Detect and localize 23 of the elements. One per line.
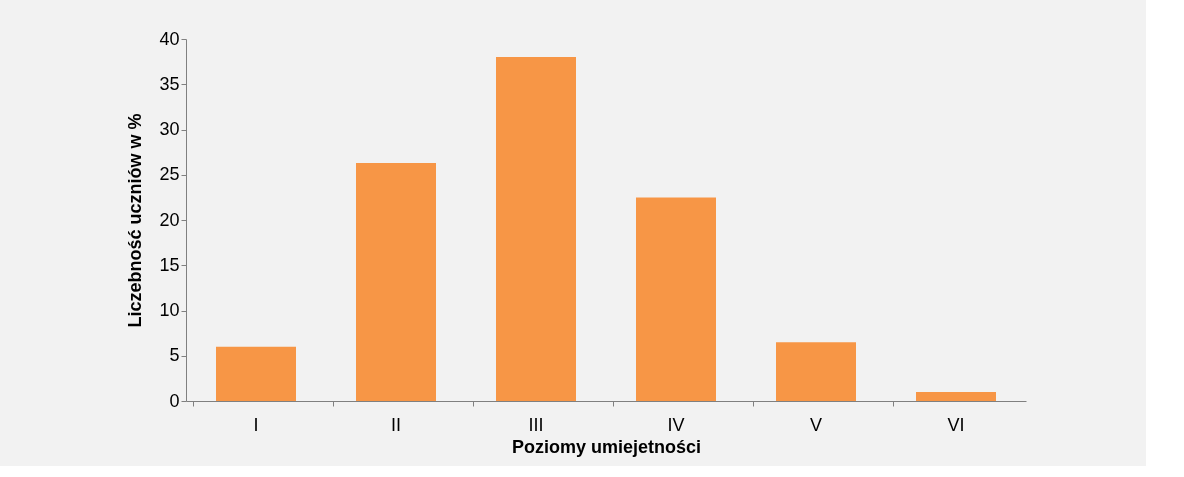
y-tick-label: 15	[159, 254, 180, 275]
bar	[776, 342, 856, 401]
x-tick-label: VI	[947, 414, 965, 435]
y-tick-label: 5	[169, 345, 180, 366]
x-tick-label: IV	[667, 414, 685, 435]
bar	[216, 346, 296, 401]
y-tick-label: 20	[159, 209, 180, 230]
x-tick-label: I	[253, 414, 259, 435]
x-tick-label: II	[390, 414, 402, 435]
bar	[916, 391, 996, 401]
x-tick-label: III	[528, 414, 544, 435]
x-axis-title: Poziomy umiejetności	[511, 436, 702, 457]
bar	[636, 197, 716, 401]
y-tick-label: 25	[159, 164, 180, 185]
y-tick-label: 40	[159, 28, 180, 49]
x-tick-label: V	[809, 414, 823, 435]
y-axis-title: Liczebność uczniów w %	[125, 113, 146, 328]
y-tick-label: 35	[159, 73, 180, 94]
y-tick-label: 10	[159, 300, 180, 320]
bar	[496, 57, 576, 401]
bar	[356, 162, 436, 401]
y-tick-label: 0	[169, 390, 180, 411]
y-tick-label: 30	[159, 119, 180, 139]
